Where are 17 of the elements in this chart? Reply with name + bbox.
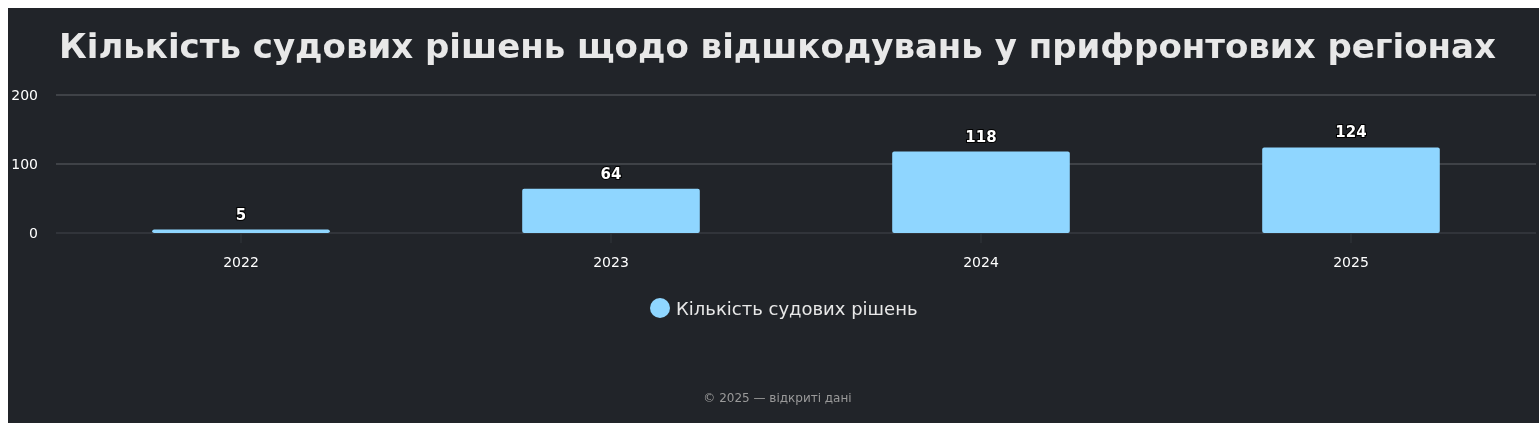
y-tick-label: 200	[11, 87, 38, 103]
y-tick-label: 100	[11, 156, 38, 172]
bar	[522, 188, 700, 233]
data-label: 118	[965, 127, 997, 146]
y-tick-label: 0	[29, 225, 38, 241]
x-tick-label: 2025	[1333, 254, 1369, 270]
text: © 2025 — відкриті дані	[703, 391, 852, 405]
data-label: 64	[600, 164, 622, 183]
data-label: 5	[235, 205, 247, 224]
legend-label: Кількість судових рішень	[676, 298, 918, 319]
x-tick-label: 2022	[223, 254, 259, 270]
bar	[892, 151, 1070, 233]
x-tick-label: 2024	[963, 254, 999, 270]
bar	[1262, 147, 1440, 233]
chart-title: Кількість судових рішень щодо відшкодувань у прифронтових регіонах	[59, 26, 1497, 66]
data-label: 124	[1335, 123, 1367, 142]
x-tick-label: 2023	[593, 254, 629, 270]
